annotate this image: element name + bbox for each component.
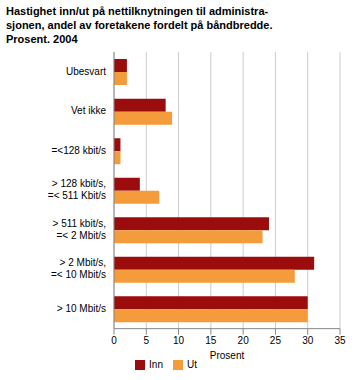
svg-text:Vet ikke: Vet ikke xyxy=(71,105,106,116)
svg-text:15: 15 xyxy=(205,335,217,346)
svg-text:0: 0 xyxy=(111,335,117,346)
svg-text:5: 5 xyxy=(144,335,150,346)
html-text:sjonen, andel av foretakene fo: sjonen, andel av foretakene fordelt på b… xyxy=(6,19,273,31)
svg-text:20: 20 xyxy=(238,335,250,346)
svg-text:Prosent: Prosent xyxy=(210,350,245,361)
html-text:Ut: Ut xyxy=(187,358,197,370)
svg-text:30: 30 xyxy=(302,335,314,346)
html-text:Inn: Inn xyxy=(149,358,163,370)
svg-text:=<128 kbit/s: =<128 kbit/s xyxy=(52,144,106,155)
svg-text:Ubesvart: Ubesvart xyxy=(66,65,106,76)
html-text:Prosent. 2004: Prosent. 2004 xyxy=(6,33,78,45)
svg-text:> 10 Mbit/s: > 10 Mbit/s xyxy=(57,303,106,314)
svg-text:> 511 kbit/s,=< 2 Mbit/s: > 511 kbit/s,=< 2 Mbit/s xyxy=(53,217,106,240)
html-text:Hastighet inn/ut på nettilknyt: Hastighet inn/ut på nettilknytningen til… xyxy=(6,5,269,17)
svg-text:> 2 Mbit/s,=< 10 Mbit/s: > 2 Mbit/s,=< 10 Mbit/s xyxy=(51,257,106,280)
svg-text:25: 25 xyxy=(270,335,282,346)
svg-text:10: 10 xyxy=(173,335,185,346)
svg-text:35: 35 xyxy=(334,335,346,346)
svg-text:> 128 kbit/s,=< 511 Kbit/s: > 128 kbit/s,=< 511 Kbit/s xyxy=(48,178,106,201)
